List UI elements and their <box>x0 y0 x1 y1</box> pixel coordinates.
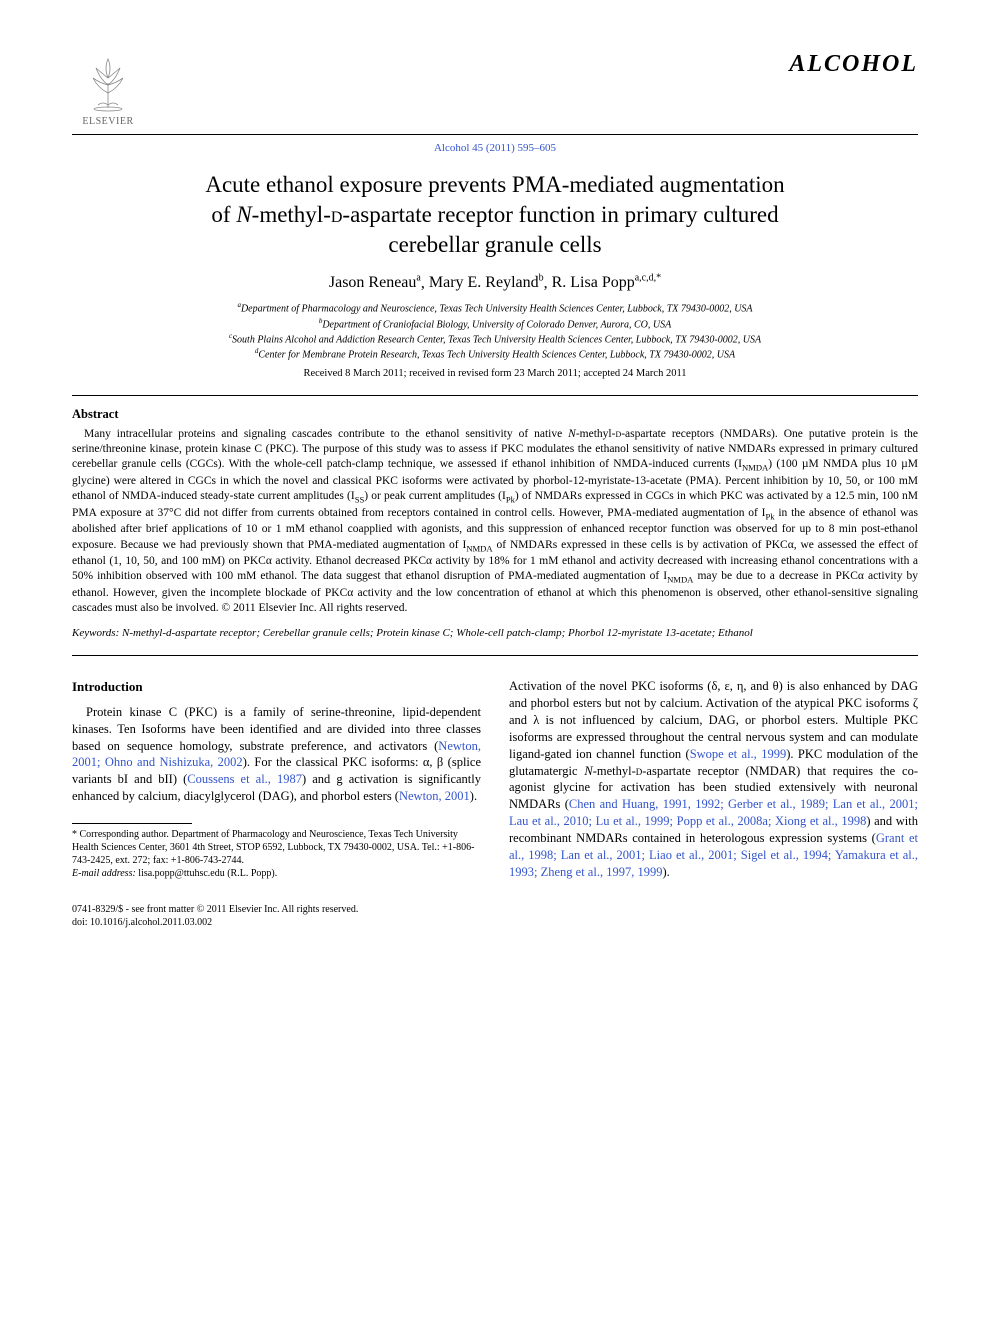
author-2: Mary E. Reylandb <box>429 274 544 291</box>
intro-para-2: Activation of the novel PKC isoforms (δ,… <box>509 678 918 881</box>
email-label: E-mail address: <box>72 868 136 879</box>
keywords: Keywords: N-methyl-d-aspartate receptor;… <box>72 626 918 641</box>
article-history: Received 8 March 2011; received in revis… <box>72 367 918 381</box>
separator-rule-bottom <box>72 655 918 656</box>
affiliation-a: aDepartment of Pharmacology and Neurosci… <box>72 301 918 316</box>
issn-line: 0741-8329/$ - see front matter © 2011 El… <box>72 903 918 916</box>
affiliation-b: bDepartment of Craniofacial Biology, Uni… <box>72 317 918 332</box>
right-column: Activation of the novel PKC isoforms (δ,… <box>509 678 918 881</box>
header-rule <box>72 134 918 135</box>
ref-link[interactable]: Chen and Huang, 1991, 1992; Gerber et al… <box>509 797 918 828</box>
journal-header: ELSEVIER ALCOHOL <box>72 48 918 128</box>
author-1: Jason Reneaua <box>329 274 421 291</box>
footnote-rule <box>72 823 192 824</box>
article-title: Acute ethanol exposure prevents PMA-medi… <box>112 170 878 260</box>
elsevier-tree-icon <box>78 53 138 113</box>
left-column: Introduction Protein kinase C (PKC) is a… <box>72 678 481 881</box>
journal-masthead: ALCOHOL <box>789 48 918 80</box>
author-3: R. Lisa Poppa,c,d,* <box>552 274 662 291</box>
ref-link[interactable]: Coussens et al., 1987 <box>187 772 302 786</box>
article-footer: 0741-8329/$ - see front matter © 2011 El… <box>72 903 918 929</box>
doi-line: doi: 10.1016/j.alcohol.2011.03.002 <box>72 916 918 929</box>
email-address[interactable]: lisa.popp@ttuhsc.edu <box>136 868 225 879</box>
separator-rule-top <box>72 395 918 396</box>
keywords-label: Keywords: <box>72 627 119 639</box>
corresponding-author-footnote: * Corresponding author. Department of Ph… <box>72 828 481 880</box>
ref-link[interactable]: Swope et al., 1999 <box>690 747 787 761</box>
author-list: Jason Reneaua, Mary E. Reylandb, R. Lisa… <box>72 272 918 294</box>
citation-line: Alcohol 45 (2011) 595–605 <box>72 141 918 156</box>
title-line-2: of N-methyl-d-aspartate receptor functio… <box>211 202 778 227</box>
title-line-1: Acute ethanol exposure prevents PMA-medi… <box>205 172 784 197</box>
keywords-text: N-methyl-d-aspartate receptor; Cerebella… <box>119 627 753 639</box>
introduction-heading: Introduction <box>72 678 481 696</box>
publisher-logo: ELSEVIER <box>72 48 144 128</box>
abstract-text: Many intracellular proteins and signalin… <box>72 427 918 617</box>
ref-link[interactable]: Newton, 2001 <box>399 789 470 803</box>
intro-para-1: Protein kinase C (PKC) is a family of se… <box>72 704 481 805</box>
affiliation-c: cSouth Plains Alcohol and Addiction Rese… <box>72 332 918 347</box>
affiliations: aDepartment of Pharmacology and Neurosci… <box>72 301 918 362</box>
abstract-heading: Abstract <box>72 406 918 423</box>
affiliation-d: dCenter for Membrane Protein Research, T… <box>72 347 918 362</box>
publisher-name: ELSEVIER <box>82 115 133 129</box>
body-columns: Introduction Protein kinase C (PKC) is a… <box>72 678 918 881</box>
title-line-3: cerebellar granule cells <box>388 232 601 257</box>
